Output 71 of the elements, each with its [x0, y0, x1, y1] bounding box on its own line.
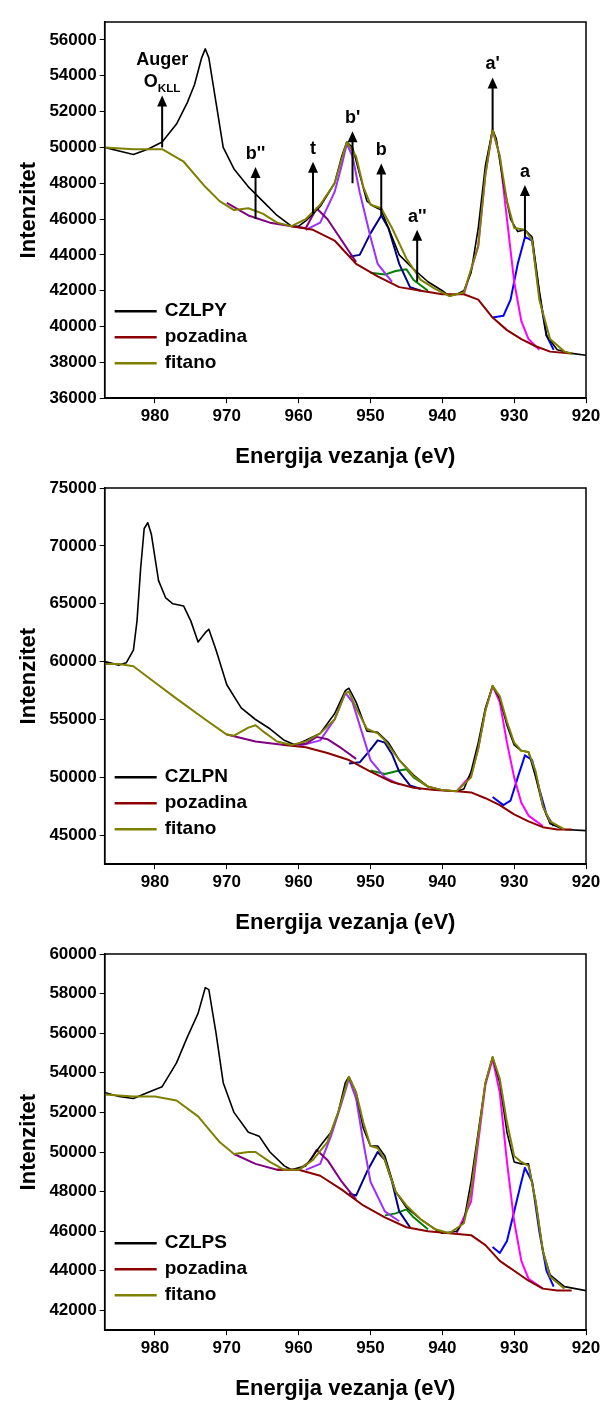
legend-label: fitano: [164, 351, 217, 373]
x-tick-label: 940: [428, 872, 457, 892]
legend-label: CZLPY: [164, 299, 228, 321]
annotation: b'': [245, 143, 266, 164]
x-tick-label: 930: [499, 1338, 529, 1358]
y-tick-label: 44000: [49, 244, 97, 264]
y-tick-label: 56000: [49, 29, 97, 49]
x-axis-title: Energija vezanja (eV): [235, 908, 456, 934]
y-tick-label: 56000: [49, 1022, 97, 1042]
y-tick-label: 50000: [49, 137, 97, 157]
annotation: b: [375, 139, 387, 160]
annotation: b': [344, 107, 361, 128]
x-tick-label: 950: [356, 406, 385, 426]
y-tick-label: 48000: [49, 1181, 97, 1201]
y-tick-label: 54000: [49, 1062, 97, 1082]
legend-label: CZLPS: [164, 1231, 227, 1253]
x-tick-label: 970: [212, 406, 241, 426]
legend-label: fitano: [164, 817, 217, 839]
x-tick-label: 920: [571, 1338, 601, 1358]
y-tick-label: 46000: [49, 208, 97, 228]
annotation: a: [519, 160, 531, 181]
y-tick-label: 70000: [49, 535, 97, 555]
legend-label: pozadina: [164, 325, 248, 347]
x-tick-label: 920: [571, 872, 601, 892]
y-axis-title: Intenzitet: [15, 627, 41, 725]
x-tick-label: 960: [284, 1338, 313, 1358]
y-tick-label: 65000: [49, 593, 97, 613]
legend-label: pozadina: [164, 791, 248, 813]
y-tick-label: 50000: [49, 767, 97, 787]
legend-label: fitano: [164, 1283, 217, 1305]
y-tick-label: 58000: [49, 983, 97, 1003]
legend-label: pozadina: [164, 1257, 248, 1279]
y-tick-label: 40000: [49, 316, 97, 336]
y-tick-label: 44000: [49, 1260, 97, 1280]
x-tick-label: 930: [499, 406, 529, 426]
annotation: a'': [407, 205, 427, 226]
x-tick-label: 960: [284, 872, 313, 892]
y-tick-label: 52000: [49, 101, 97, 121]
x-axis-title: Energija vezanja (eV): [235, 1374, 456, 1400]
x-tick-label: 940: [428, 1338, 457, 1358]
y-tick-label: 60000: [49, 651, 97, 671]
y-tick-label: 42000: [49, 280, 97, 300]
x-tick-label: 920: [571, 406, 601, 426]
y-tick-label: 55000: [49, 709, 97, 729]
y-tick-label: 50000: [49, 1141, 97, 1161]
y-tick-label: 60000: [49, 943, 97, 963]
x-tick-label: 970: [212, 872, 241, 892]
y-tick-label: 52000: [49, 1102, 97, 1122]
y-axis-title: Intenzitet: [15, 1093, 41, 1191]
y-tick-label: 42000: [49, 1300, 97, 1320]
y-tick-label: 54000: [49, 65, 97, 85]
x-tick-label: 980: [140, 872, 170, 892]
y-tick-label: 48000: [49, 172, 97, 192]
x-tick-label: 950: [356, 1338, 385, 1358]
x-tick-label: 940: [428, 406, 457, 426]
x-tick-label: 980: [140, 406, 170, 426]
annotation: t: [310, 137, 317, 158]
x-axis-title: Energija vezanja (eV): [235, 442, 456, 468]
x-tick-label: 970: [212, 1338, 241, 1358]
y-axis-title: Intenzitet: [15, 161, 41, 259]
legend-label: CZLPN: [164, 765, 228, 787]
x-tick-label: 950: [356, 872, 385, 892]
x-tick-label: 930: [499, 872, 529, 892]
annotation: a': [485, 53, 500, 74]
y-tick-label: 46000: [49, 1220, 97, 1240]
x-tick-label: 960: [284, 406, 313, 426]
y-tick-label: 38000: [49, 352, 97, 372]
y-tick-label: 45000: [49, 824, 97, 844]
x-tick-label: 980: [140, 1338, 170, 1358]
y-tick-label: 36000: [49, 387, 97, 407]
y-tick-label: 75000: [49, 477, 97, 497]
